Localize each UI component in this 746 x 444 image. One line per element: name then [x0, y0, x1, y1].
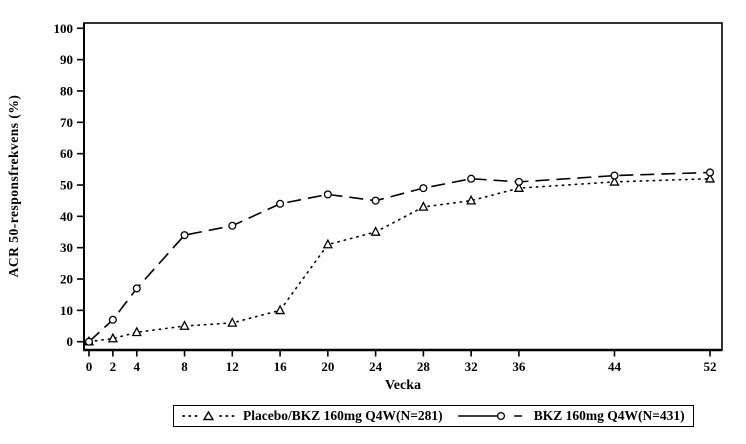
series-line-0 [88, 177, 711, 343]
x-tick-label: 24 [369, 359, 383, 374]
data-point-triangle [131, 326, 142, 337]
x-tick-label: 20 [321, 359, 334, 374]
series-line-1 [88, 171, 711, 343]
data-point-triangle [322, 238, 333, 249]
x-tick-label: 52 [704, 359, 717, 374]
legend-label-bkz: BKZ 160mg Q4W(N=431) [533, 408, 685, 423]
data-point-triangle [466, 194, 477, 205]
data-point-triangle [227, 317, 238, 327]
legend-label-placebo-bkz: Placebo/BKZ 160mg Q4W(N=281) [243, 408, 443, 423]
x-tick-label: 44 [608, 359, 622, 374]
y-tick-label: 40 [60, 209, 73, 224]
x-tick-label: 36 [512, 359, 526, 374]
y-tick-label: 70 [60, 115, 73, 130]
data-point-circle [419, 184, 428, 193]
x-tick-label: 16 [274, 359, 288, 374]
y-tick-label: 30 [60, 240, 73, 255]
data-point-triangle [704, 172, 716, 183]
y-tick-label: 20 [60, 272, 73, 287]
data-point-circle [514, 177, 523, 186]
x-axis-title: Vecka [384, 378, 422, 393]
data-point-circle [228, 221, 237, 230]
data-point-circle [108, 315, 117, 324]
plot-frame [83, 22, 723, 351]
y-tick-label: 50 [60, 178, 73, 193]
x-tick-label: 12 [226, 359, 239, 374]
data-point-triangle [513, 182, 524, 192]
x-tick-label: 8 [181, 359, 188, 374]
legend-item-bkz: BKZ 160mg Q4W(N=431) [457, 408, 685, 424]
data-point-triangle [418, 201, 429, 211]
y-tick-label: 80 [60, 83, 73, 98]
data-point-circle [467, 174, 476, 183]
data-point-triangle [370, 226, 381, 236]
y-tick-label: 90 [60, 52, 73, 67]
data-point-circle [371, 196, 380, 205]
data-point-triangle [179, 320, 190, 330]
data-point-triangle [275, 304, 286, 315]
chart-legend: Placebo/BKZ 160mg Q4W(N=281) BKZ 160mg Q… [173, 405, 694, 427]
data-point-circle [276, 199, 285, 208]
y-axis-title: ACR 50-responsfrekvens (%) [6, 94, 21, 278]
data-point-circle [323, 190, 332, 199]
y-tick-label: 0 [67, 334, 74, 349]
x-tick-label: 4 [134, 359, 141, 374]
data-point-circle [84, 337, 94, 346]
dotted-triangle-line-sample-icon [182, 410, 235, 421]
data-point-circle [180, 231, 189, 240]
data-point-circle [705, 168, 715, 177]
x-tick-label: 28 [417, 359, 431, 374]
x-tick-label: 32 [465, 359, 478, 374]
data-point-circle [610, 171, 619, 180]
x-tick-label: 2 [110, 359, 117, 374]
data-point-triangle [609, 176, 620, 186]
data-point-circle [132, 284, 141, 293]
y-tick-label: 100 [54, 21, 74, 36]
y-tick-label: 60 [60, 146, 73, 161]
y-tick-label: 10 [60, 303, 73, 318]
dashed-circle-line-sample-icon [457, 411, 522, 421]
x-tick-label: 0 [86, 359, 93, 374]
data-point-triangle [107, 332, 118, 343]
legend-item-placebo-bkz: Placebo/BKZ 160mg Q4W(N=281) [182, 408, 443, 424]
